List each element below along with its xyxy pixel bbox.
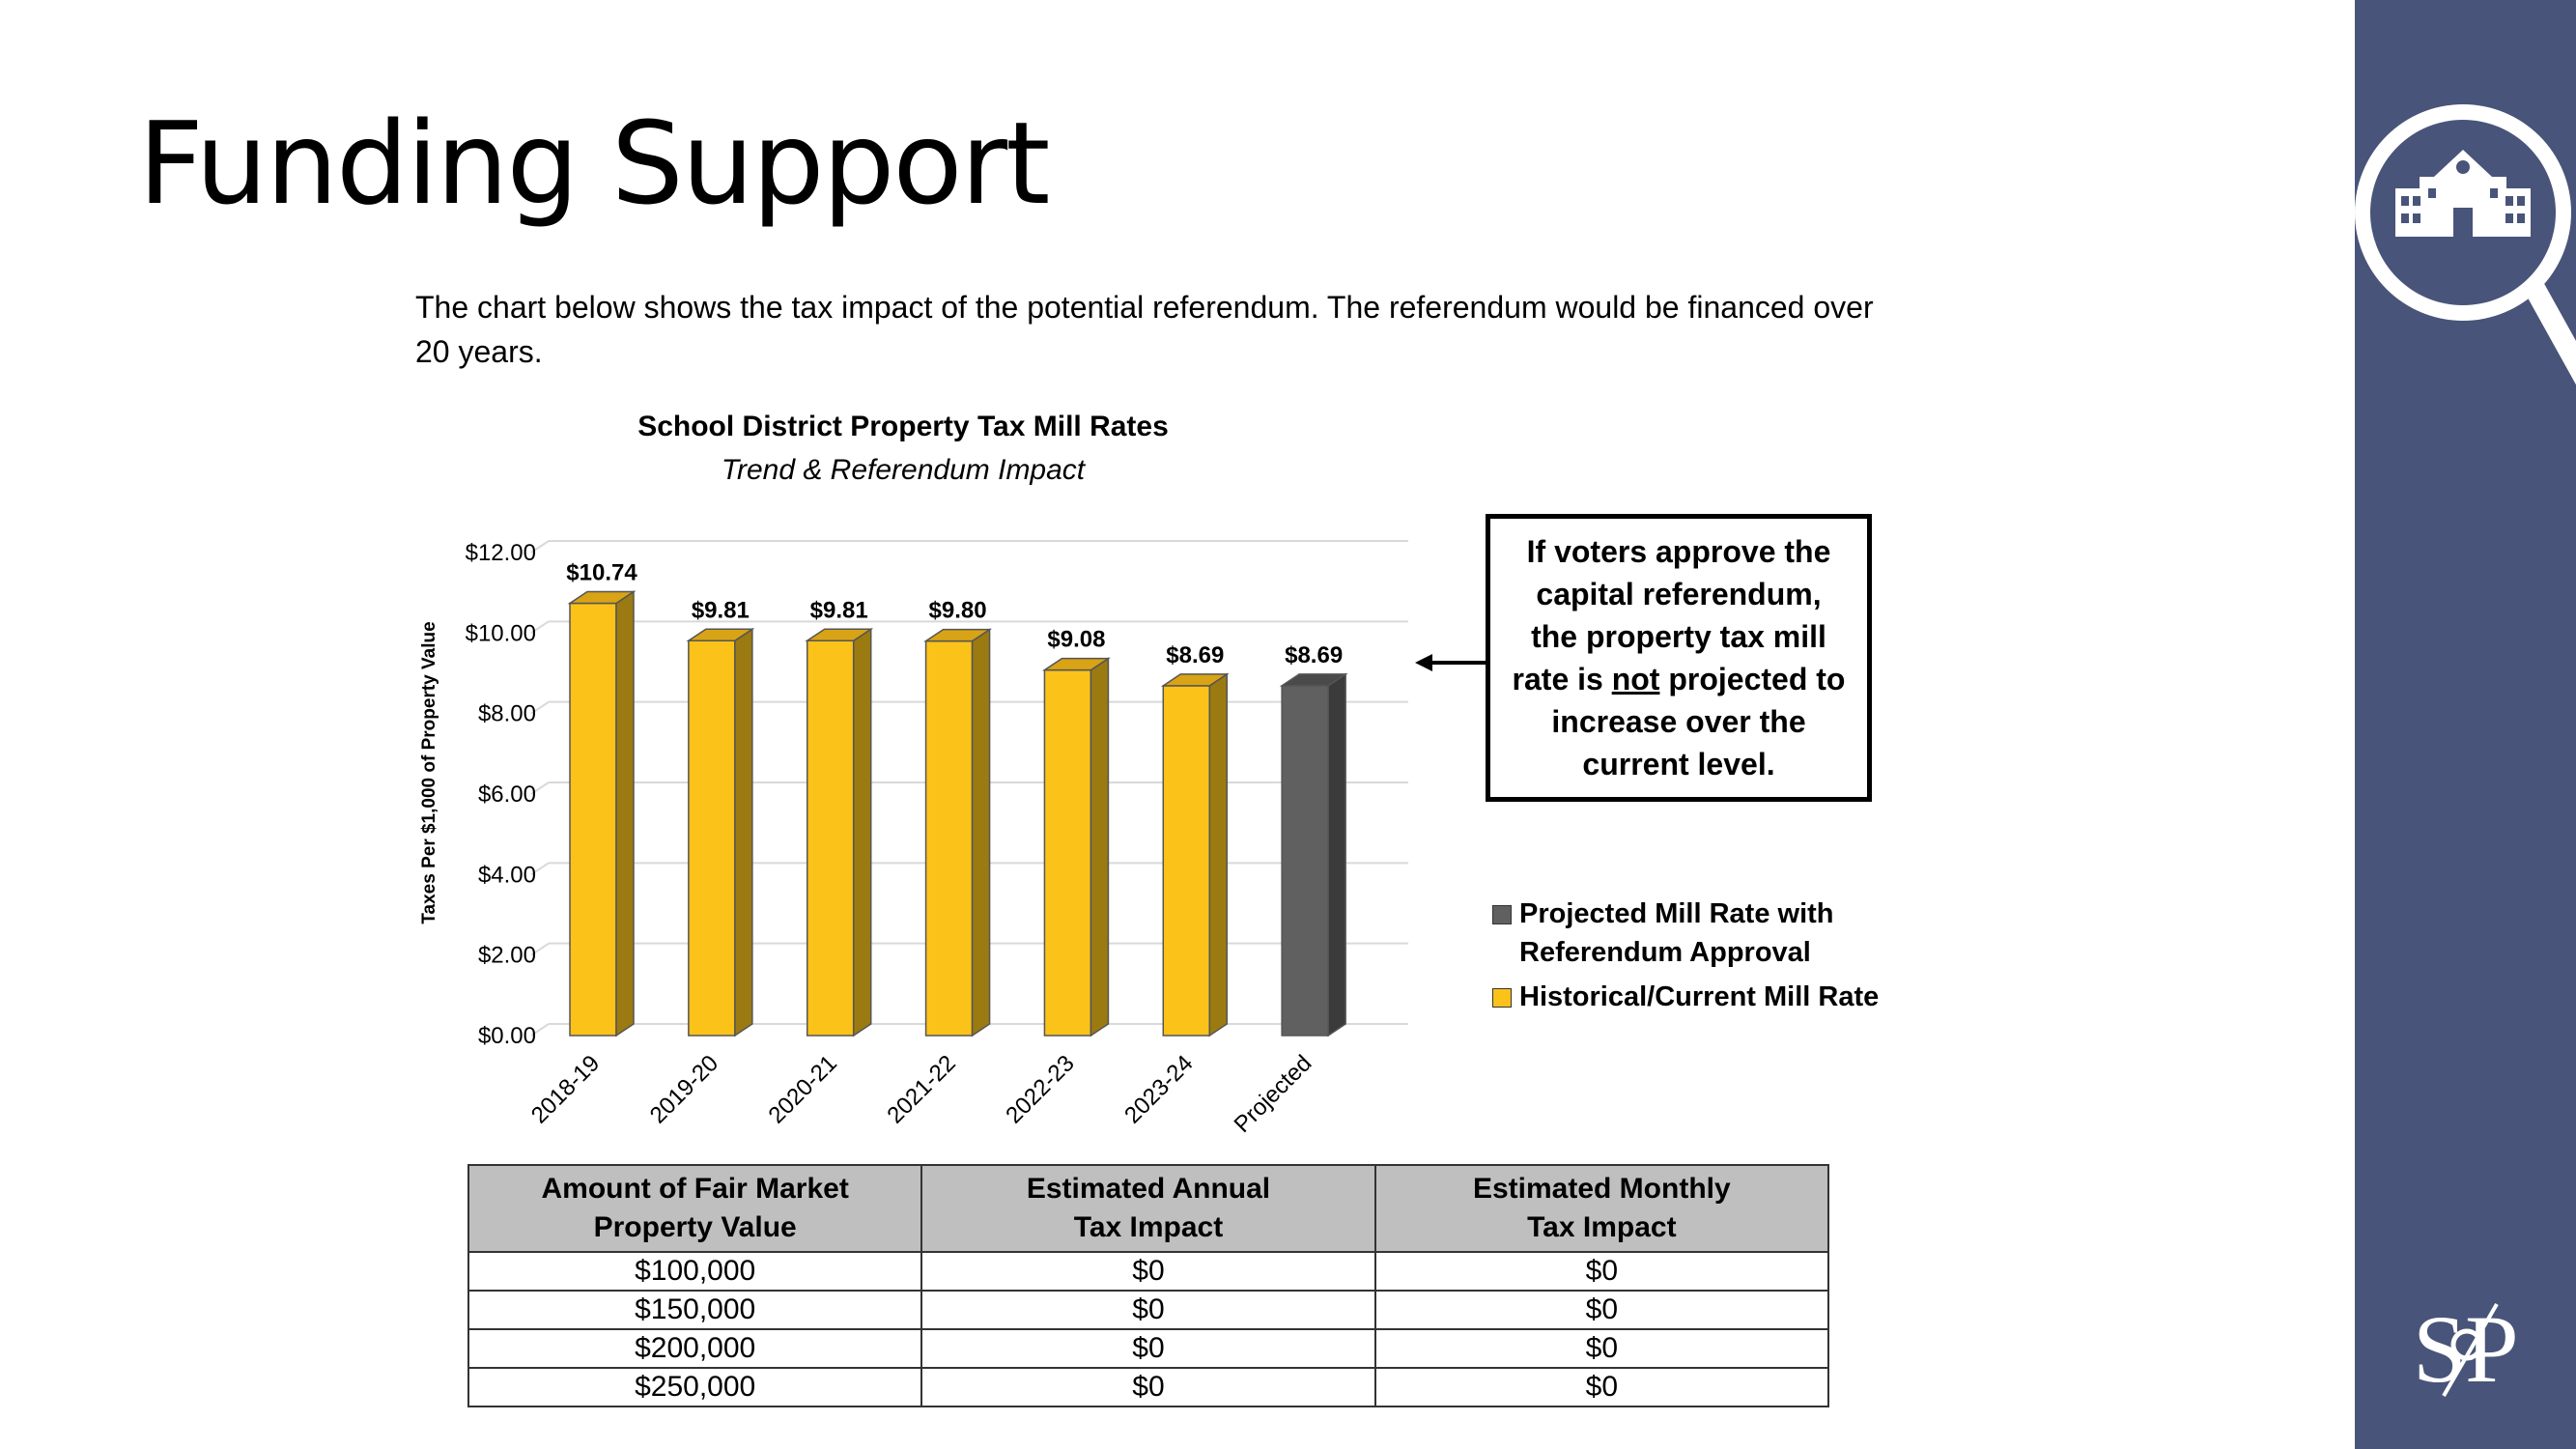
bar <box>924 639 974 1037</box>
legend-label: Projected Mill Rate with <box>1519 898 1834 929</box>
bar-side <box>1090 657 1110 1037</box>
table-row: $200,000 $0 $0 <box>467 1328 1830 1369</box>
table-cell: $0 <box>1373 1251 1830 1292</box>
data-label: $9.08 <box>1047 627 1105 653</box>
callout-box: If voters approve the capital referendum… <box>1486 514 1872 802</box>
y-tick-label: $0.00 <box>478 1023 536 1049</box>
svg-text:S: S <box>2413 1295 2467 1401</box>
bar-top <box>567 590 637 605</box>
mill-rate-chart: $0.00 $2.00 $4.00 $6.00 $8.00 $10.00 $12.00 $10… <box>466 540 1408 1138</box>
x-tick-label: 2019-20 <box>645 1050 723 1128</box>
gridline-depth <box>530 1023 550 1037</box>
data-label: $9.81 <box>692 597 750 623</box>
table-cell: $100,000 <box>467 1251 923 1292</box>
table-cell: $150,000 <box>467 1290 923 1330</box>
y-tick-label: $2.00 <box>478 943 536 969</box>
x-tick-label: 2021-22 <box>882 1050 960 1128</box>
data-label: $8.69 <box>1285 642 1343 668</box>
y-tick-label: $6.00 <box>478 781 536 808</box>
x-tick-label: 2022-23 <box>1001 1050 1079 1128</box>
table-row: $250,000 $0 $0 <box>467 1367 1830 1407</box>
callout-line-3: the property tax mill <box>1531 619 1826 654</box>
table-row: $150,000 $0 $0 <box>467 1290 1830 1330</box>
table-cell: $0 <box>1373 1328 1830 1369</box>
table-cell: $0 <box>920 1367 1376 1407</box>
column-header: Amount of Fair Market Property Value <box>467 1164 923 1253</box>
bar-top <box>1041 657 1111 671</box>
legend-item-projected: Projected Mill Rate with Referendum Appr… <box>1492 895 1879 972</box>
tax-impact-table: Amount of Fair Market Property Value Esti… <box>467 1164 1830 1407</box>
bar <box>1043 668 1092 1037</box>
bar-top <box>1279 673 1348 687</box>
emphasis-not: not <box>1611 662 1660 696</box>
gridline-depth <box>530 540 550 554</box>
legend-swatch-projected <box>1492 905 1512 924</box>
chart-subtitle: Trend & Referendum Impact <box>721 454 1086 486</box>
bar-side <box>734 627 753 1037</box>
gridline-depth <box>530 620 550 635</box>
table-cell: $0 <box>1373 1290 1830 1330</box>
bar-top <box>1160 673 1230 687</box>
legend-item-historical: Historical/Current Mill Rate <box>1492 978 1879 1016</box>
table-cell: $250,000 <box>467 1367 923 1407</box>
x-tick-label: 2020-21 <box>764 1050 842 1128</box>
gridline-depth <box>530 942 550 956</box>
bar-side <box>852 627 872 1037</box>
data-label: $10.74 <box>566 560 637 586</box>
y-tick-label: $12.00 <box>466 540 536 566</box>
table-cell: $0 <box>920 1290 1376 1330</box>
y-tick-label: $4.00 <box>478 862 536 888</box>
bar-side <box>971 628 991 1037</box>
bar-top <box>686 628 755 641</box>
bar <box>1281 685 1329 1037</box>
table-row: $100,000 $0 $0 <box>467 1251 1830 1292</box>
y-tick-label: $8.00 <box>478 701 536 727</box>
gridline-depth <box>530 781 550 795</box>
table-cell: $200,000 <box>467 1328 923 1369</box>
bar <box>688 639 736 1037</box>
bar <box>1162 685 1211 1037</box>
chart-title: School District Property Tax Mill Rates <box>637 411 1169 442</box>
page-title: Funding Support <box>138 97 1050 230</box>
x-tick-label: 2018-19 <box>526 1050 605 1128</box>
bar-top <box>805 628 874 641</box>
legend-swatch-historical <box>1492 988 1512 1008</box>
y-tick-label: $10.00 <box>466 620 536 646</box>
bar-top <box>923 628 993 642</box>
table-cell: $0 <box>920 1251 1376 1292</box>
callout-line-1: If voters approve the <box>1526 534 1831 569</box>
bar-side <box>1327 672 1346 1037</box>
bar-side <box>1208 672 1229 1037</box>
x-tick-label: Projected <box>1230 1050 1317 1138</box>
left-arrow-icon <box>1415 654 1487 671</box>
data-label: $8.69 <box>1166 642 1224 668</box>
data-label: $9.81 <box>810 597 868 623</box>
chart-legend: Projected Mill Rate with Referendum Appr… <box>1492 895 1879 1022</box>
sp-logo: S P <box>2413 1295 2519 1401</box>
data-label: $9.80 <box>929 598 987 624</box>
callout-line-5: increase over the <box>1551 704 1806 739</box>
table-cell: $0 <box>920 1328 1376 1369</box>
legend-label: Historical/Current Mill Rate <box>1519 981 1880 1012</box>
bar <box>569 602 617 1037</box>
table-header-row: Amount of Fair Market Property Value Esti… <box>467 1164 1830 1253</box>
bar-side <box>615 590 635 1037</box>
gridline-depth <box>530 700 550 715</box>
column-header: Estimated Monthly Tax Impact <box>1373 1164 1830 1253</box>
magnifier-school-icon <box>2355 104 2576 385</box>
intro-text: The chart below shows the tax impact of … <box>415 290 1874 369</box>
legend-label: Referendum Approval <box>1519 937 1811 968</box>
table-cell: $0 <box>1373 1367 1830 1407</box>
x-tick-label: 2023-24 <box>1119 1050 1198 1128</box>
column-header: Estimated Annual Tax Impact <box>920 1164 1376 1253</box>
callout-line-2: capital referendum, <box>1536 577 1822 611</box>
callout-line-4: rate is not projected to <box>1512 662 1846 696</box>
bar <box>806 639 855 1037</box>
callout-line-6: current level. <box>1582 747 1775 781</box>
gridline-depth <box>530 862 550 876</box>
